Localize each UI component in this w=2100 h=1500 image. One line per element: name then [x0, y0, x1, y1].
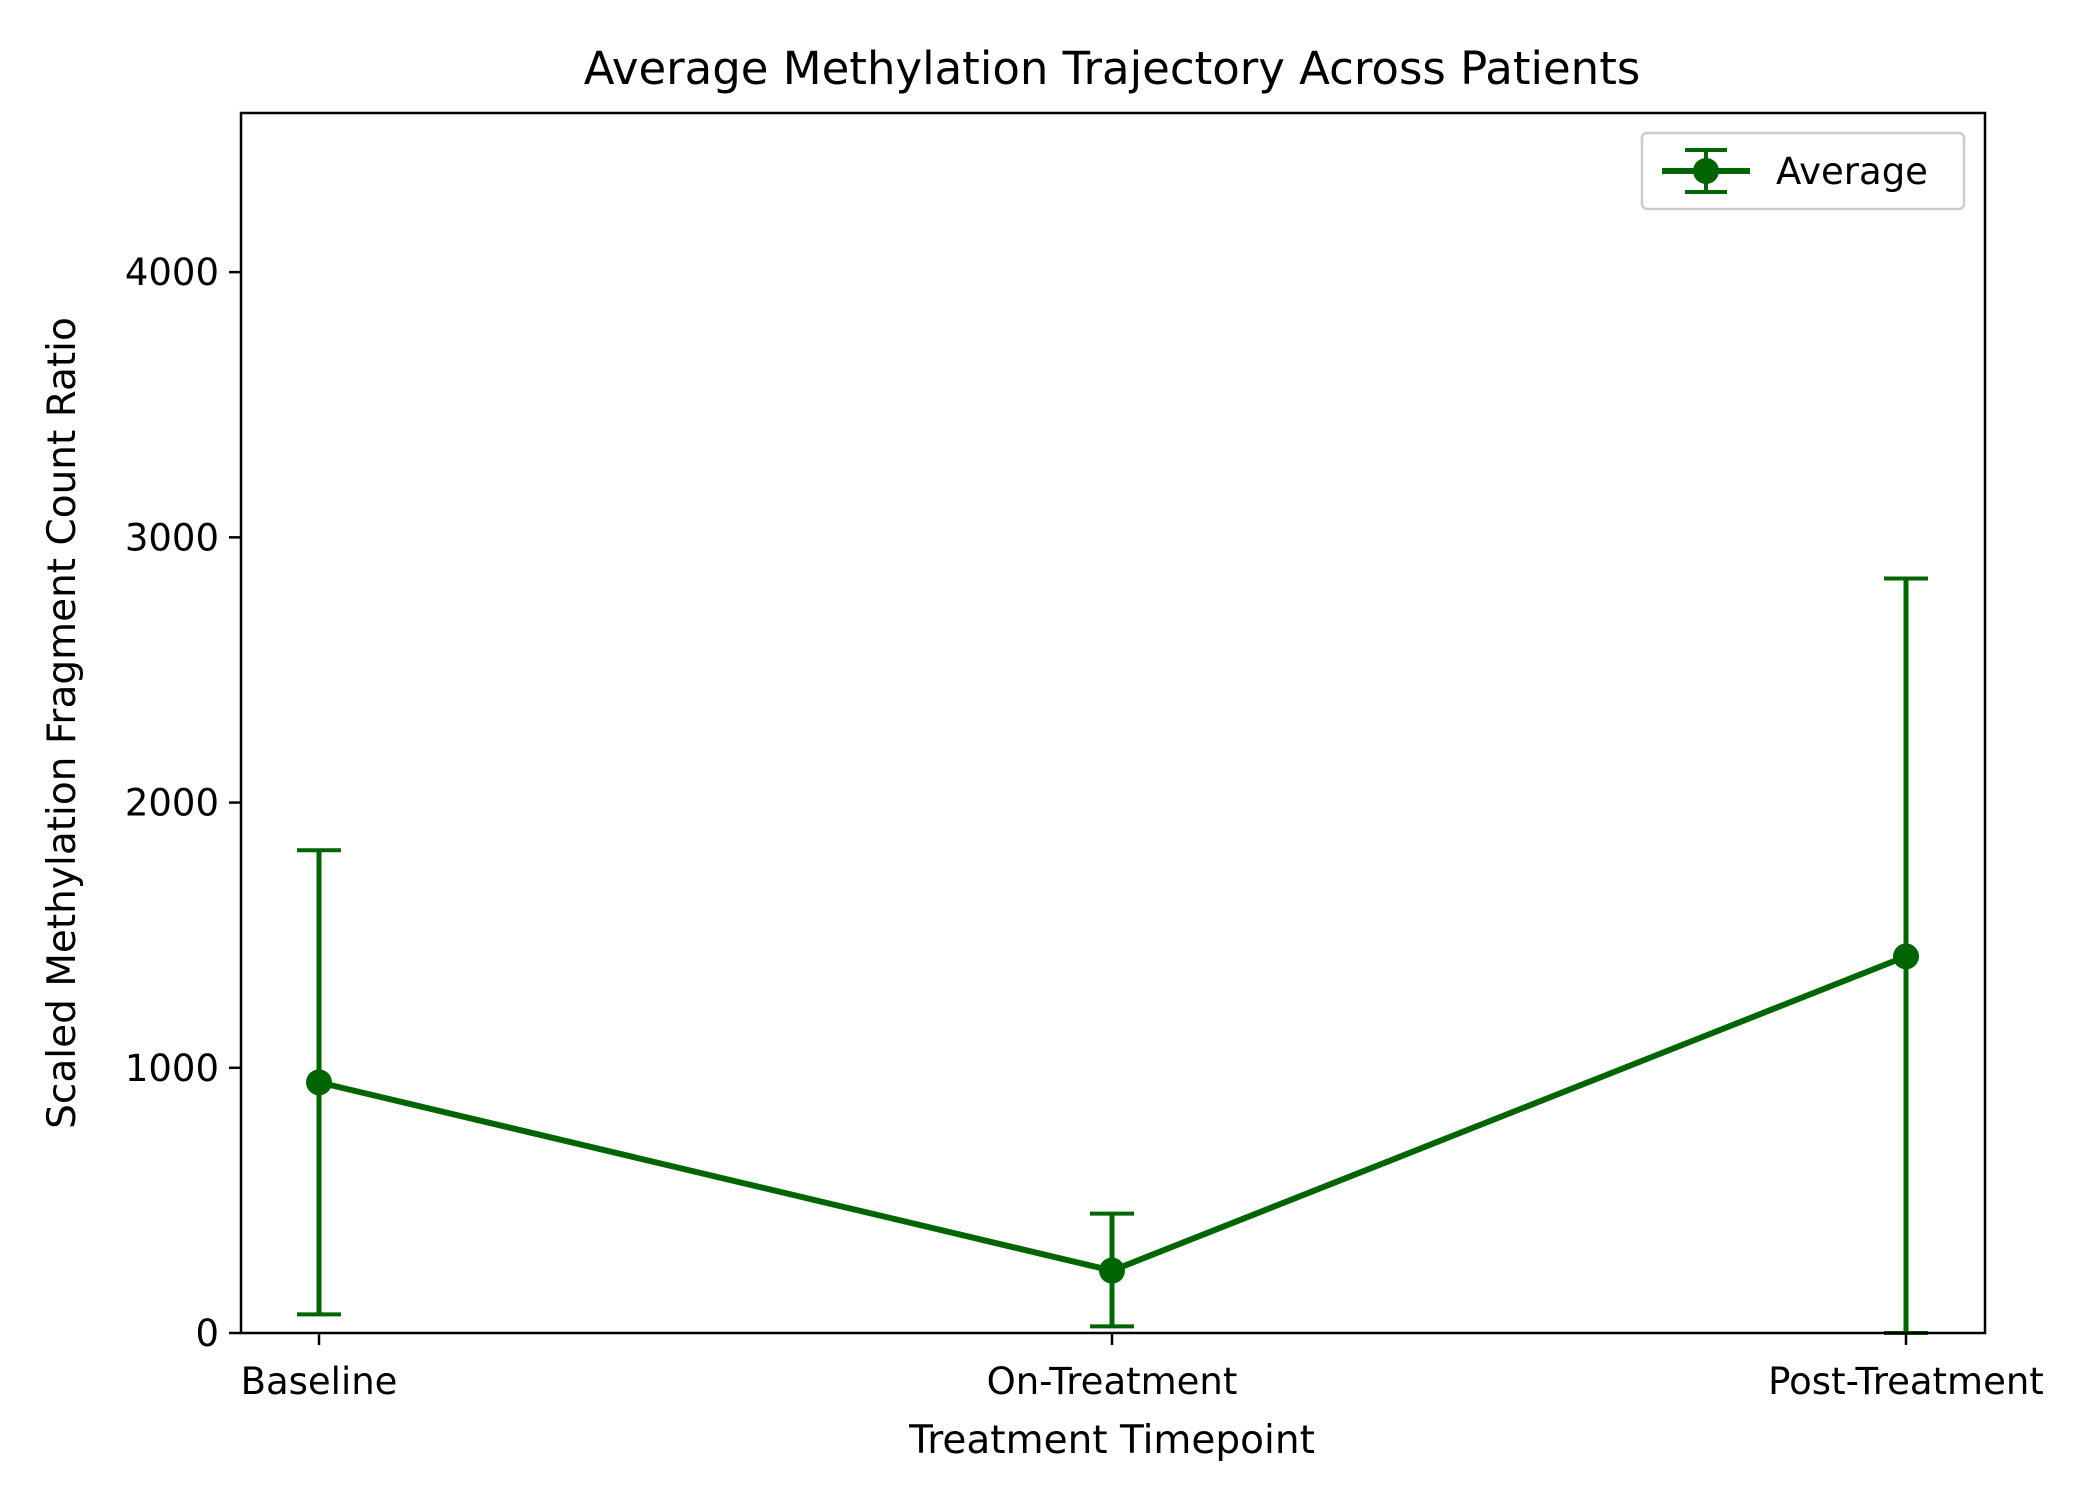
y-tick-label: 1000 — [125, 1047, 219, 1090]
x-tick-label: Baseline — [241, 1360, 398, 1403]
legend-marker — [1693, 158, 1719, 184]
chart-title: Average Methylation Trajectory Across Pa… — [584, 42, 1641, 95]
plot-area — [297, 576, 1928, 1335]
data-point — [1099, 1257, 1125, 1284]
x-tick-label: On-Treatment — [987, 1360, 1238, 1403]
data-point — [306, 1069, 332, 1096]
legend-label: Average — [1776, 150, 1928, 193]
x-axis-label: Treatment Timepoint — [908, 1418, 1315, 1463]
data-point — [1893, 943, 1919, 970]
x-tick-label: Post-Treatment — [1768, 1360, 2044, 1403]
y-tick-label: 3000 — [125, 516, 219, 559]
legend: Average — [1640, 131, 1966, 211]
axes: 0 1000 2000 3000 4000 Baseline On-Treatment Pos… — [125, 251, 2044, 1403]
y-tick-label: 4000 — [125, 251, 219, 294]
y-tick-label: 2000 — [125, 782, 219, 825]
y-axis-label: Scaled Methylation Fragment Count Ratio — [40, 317, 85, 1129]
y-tick-label: 0 — [195, 1312, 219, 1355]
